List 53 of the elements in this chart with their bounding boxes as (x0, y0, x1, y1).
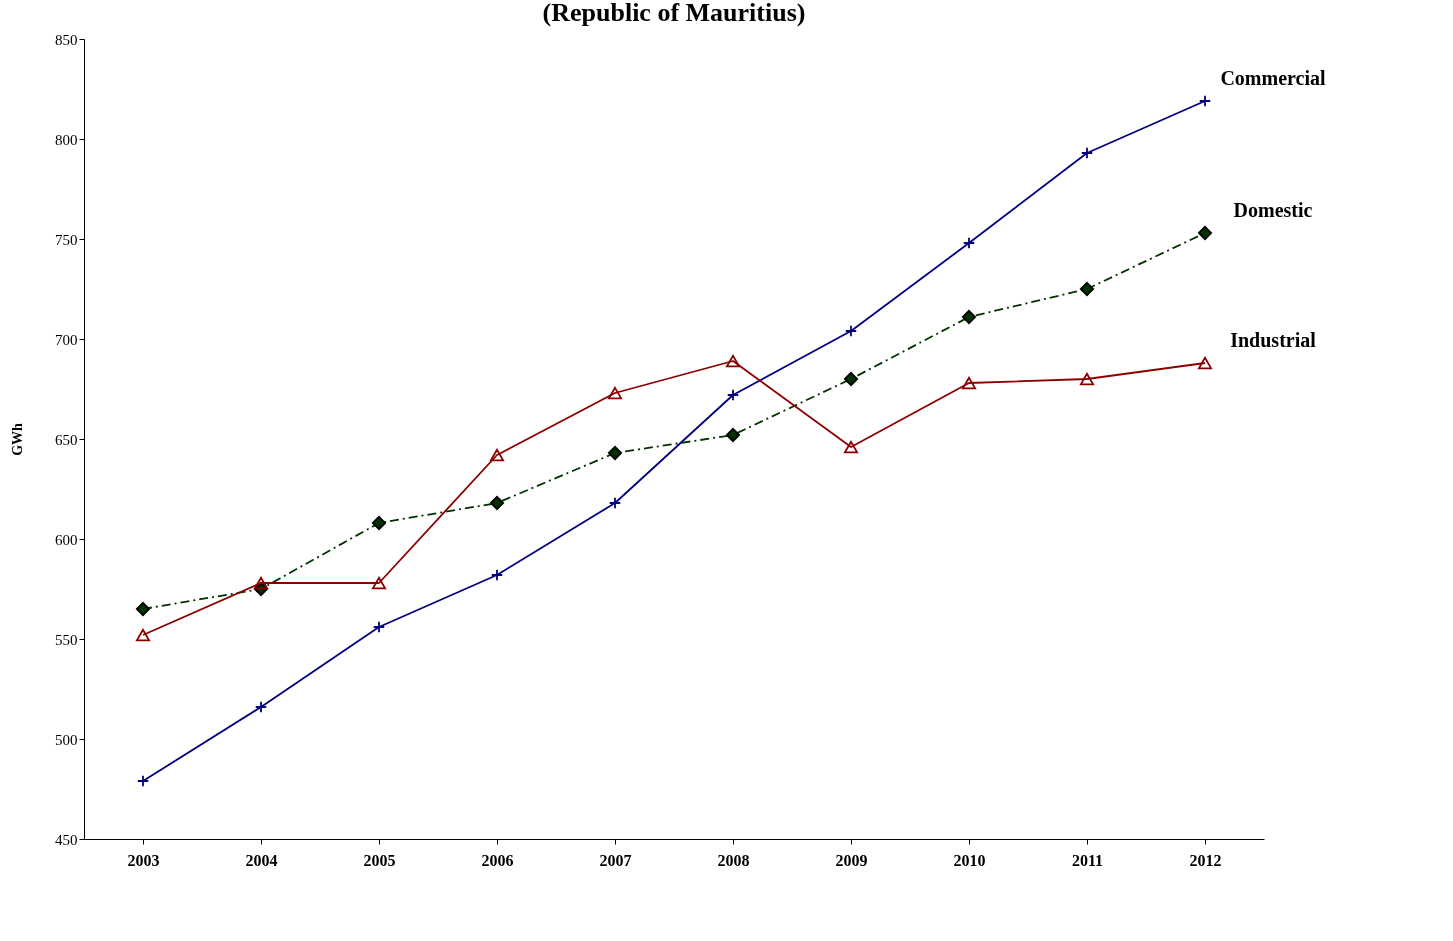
x-tick-label: 2011 (1071, 851, 1104, 869)
point (844, 324, 858, 338)
point (136, 774, 150, 788)
point (1080, 146, 1094, 160)
point (608, 496, 622, 510)
series-label: Industrial (1230, 329, 1317, 351)
y-tick-label: 650 (55, 431, 78, 448)
point (371, 515, 387, 531)
point (1198, 94, 1212, 108)
x-tick-label: 2012 (1189, 851, 1222, 869)
point (372, 620, 386, 634)
point (843, 440, 859, 454)
x-tick-label: 2010 (953, 851, 986, 869)
point (1079, 281, 1095, 297)
point (1079, 372, 1095, 386)
x-tick-label: 2003 (127, 851, 160, 869)
x-tick-label: 2006 (481, 851, 514, 869)
x-tick-label: 2005 (363, 851, 396, 869)
y-tick-label: 500 (55, 731, 78, 748)
y-tick-label: 700 (55, 331, 78, 348)
point (726, 388, 740, 402)
chart-title: (Republic of Mauritius) (542, 0, 806, 27)
y-tick-label: 850 (55, 31, 78, 48)
point (725, 354, 741, 368)
point (1197, 356, 1213, 370)
x-tick-label: 2009 (835, 851, 868, 869)
point (607, 445, 623, 461)
y-tick-label: 800 (55, 131, 78, 148)
point (254, 700, 268, 714)
point (371, 576, 387, 590)
y-tick-label: 600 (55, 531, 78, 548)
y-tick-label: 550 (55, 631, 78, 648)
y-axis-title: GWh (10, 422, 25, 456)
point (961, 309, 977, 325)
point (962, 236, 976, 250)
x-tick-label: 2004 (245, 851, 278, 869)
point (489, 495, 505, 511)
series-label: Domestic (1233, 199, 1313, 221)
point (135, 628, 151, 642)
point (135, 601, 151, 617)
x-tick-label: 2008 (717, 851, 750, 869)
point (1197, 225, 1213, 241)
y-tick-label: 750 (55, 231, 78, 248)
series-label: Commercial (1220, 67, 1327, 89)
point (490, 568, 504, 582)
point (607, 386, 623, 400)
x-tick-label: 2007 (599, 851, 632, 869)
y-tick-label: 450 (55, 831, 78, 848)
point (253, 576, 269, 590)
point (489, 448, 505, 462)
point (843, 371, 859, 387)
point (725, 427, 741, 443)
point (961, 376, 977, 390)
